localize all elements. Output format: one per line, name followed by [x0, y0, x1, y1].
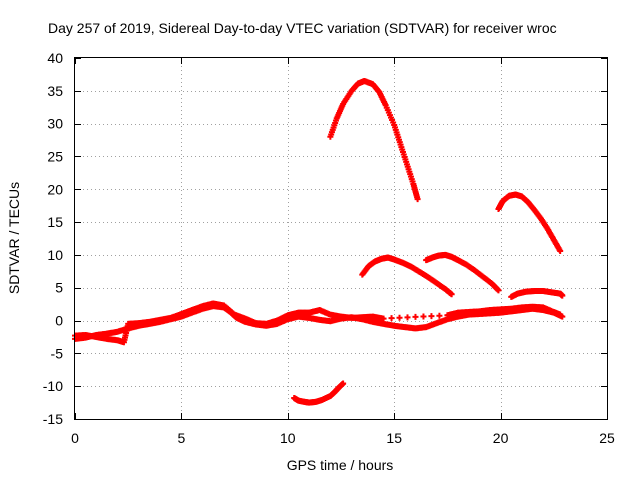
y-tick-label: 10: [47, 247, 63, 263]
y-tick-label: 0: [55, 313, 63, 329]
data-point: [428, 313, 435, 320]
x-tick-labels: 0 5 10 15 20 25: [71, 430, 615, 446]
y-tick-label: 30: [47, 116, 63, 132]
y-tick-labels: -15 -10 -5 0 5 10 15 20 25 30 35 40: [43, 50, 63, 427]
x-axis-title: GPS time / hours: [287, 457, 394, 473]
chart-title: Day 257 of 2019, Sidereal Day-to-day VTE…: [48, 20, 557, 36]
series-arc-35: [327, 77, 421, 203]
y-tick-label: -5: [51, 345, 64, 361]
x-tick-label: 5: [178, 430, 186, 446]
y-tick-label: -15: [43, 411, 63, 427]
data-point: [557, 311, 564, 318]
data-point: [420, 313, 427, 320]
data-point: [388, 315, 395, 322]
y-tick-label: -10: [43, 378, 63, 394]
data-point: [448, 291, 455, 298]
data-point: [557, 247, 564, 254]
data-point: [412, 313, 419, 320]
series-arc-4: [508, 288, 566, 300]
axis-ticks: [75, 58, 608, 420]
data-point: [414, 196, 421, 203]
data-point: [404, 314, 411, 321]
data-point: [396, 314, 403, 321]
data-point: [559, 292, 566, 299]
y-tick-label: 25: [47, 148, 63, 164]
series-arc-10: [423, 251, 502, 294]
data-point: [495, 287, 502, 294]
x-tick-label: 0: [71, 430, 79, 446]
y-axis-title: SDTVAR / TECUs: [6, 182, 22, 294]
plot-frame: [74, 57, 608, 420]
series-arc-9: [359, 254, 455, 298]
data-point: [436, 312, 443, 319]
y-tick-label: 15: [47, 214, 63, 230]
y-tick-label: 5: [55, 280, 63, 296]
series-dip-12h: [291, 380, 347, 406]
y-tick-label: 35: [47, 83, 63, 99]
x-tick-label: 15: [386, 430, 402, 446]
data-points: [72, 77, 566, 406]
data-point: [380, 315, 387, 322]
x-tick-label: 10: [280, 430, 296, 446]
series-band-low-b: [72, 300, 564, 346]
data-point: [340, 380, 347, 387]
x-tick-label: 25: [599, 430, 615, 446]
x-tick-label: 20: [493, 430, 509, 446]
series-arc-19: [495, 191, 564, 254]
y-tick-label: 20: [47, 181, 63, 197]
y-tick-label: 40: [47, 50, 63, 66]
